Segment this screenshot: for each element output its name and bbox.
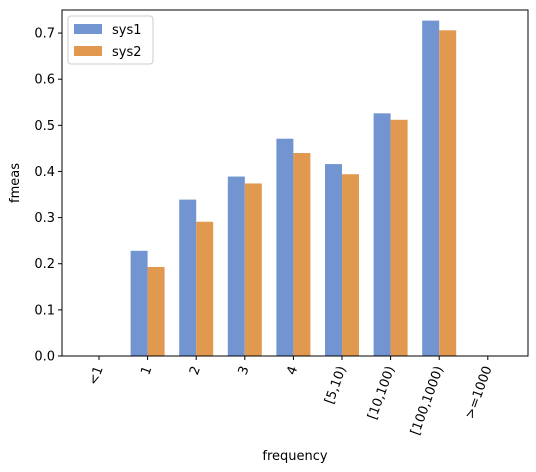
bar-sys1-3 — [227, 176, 245, 356]
bar-sys1-1 — [130, 250, 148, 356]
y-tick-label: 0.2 — [34, 257, 55, 272]
x-tick-label: 1 — [138, 364, 155, 377]
bars-group — [130, 20, 457, 357]
y-tick-label: 0.7 — [34, 27, 55, 42]
bar-sys2-2 — [196, 221, 214, 356]
legend-label-sys1: sys1 — [112, 23, 142, 38]
y-tick-label: 0.5 — [34, 119, 55, 134]
x-tick-label: [10,100) — [365, 364, 398, 421]
bar-sys1-4 — [276, 138, 294, 356]
x-tick-label: <1 — [86, 364, 107, 387]
legend-label-sys2: sys2 — [112, 45, 142, 60]
bar-sys2-3 — [244, 183, 262, 356]
bar-sys1-2 — [179, 199, 197, 356]
x-tick-label: 4 — [284, 364, 301, 377]
plot-frame — [61, 9, 529, 357]
y-tick-label: 0.3 — [34, 211, 55, 226]
x-tick-label: [100,1000) — [408, 364, 447, 437]
bar-sys2-7 — [439, 30, 457, 356]
y-tick-label: 0.0 — [34, 350, 55, 365]
y-axis-title: fmeas — [8, 163, 23, 203]
y-tick-label: 0.1 — [34, 303, 55, 318]
bar-sys1-5 — [325, 164, 342, 356]
bar-sys2-1 — [147, 266, 165, 356]
x-tick-label: >=1000 — [463, 364, 496, 421]
y-tick-label: 0.4 — [34, 165, 55, 180]
legend-swatch-sys2 — [74, 46, 102, 56]
x-axis: <1 1 2 3 4 [5,10) [10,100) [100,1000) >=1000 — [86, 356, 496, 437]
legend: sys1 sys2 — [67, 15, 154, 65]
x-tick-label: 3 — [236, 364, 253, 377]
legend-swatch-sys1 — [74, 24, 102, 34]
x-tick-label: 2 — [187, 364, 204, 377]
bar-sys2-5 — [342, 174, 359, 356]
y-tick-label: 0.6 — [34, 73, 55, 88]
bar-sys1-6 — [373, 113, 391, 356]
bar-sys1-7 — [422, 20, 440, 357]
bar-sys2-6 — [390, 119, 408, 356]
bar-sys2-4 — [293, 153, 311, 356]
x-axis-title: frequency — [262, 449, 328, 464]
y-axis: 0.0 0.1 0.2 0.3 0.4 0.5 0.6 0.7 — [34, 27, 62, 365]
x-tick-label: [5,10) — [322, 364, 349, 406]
